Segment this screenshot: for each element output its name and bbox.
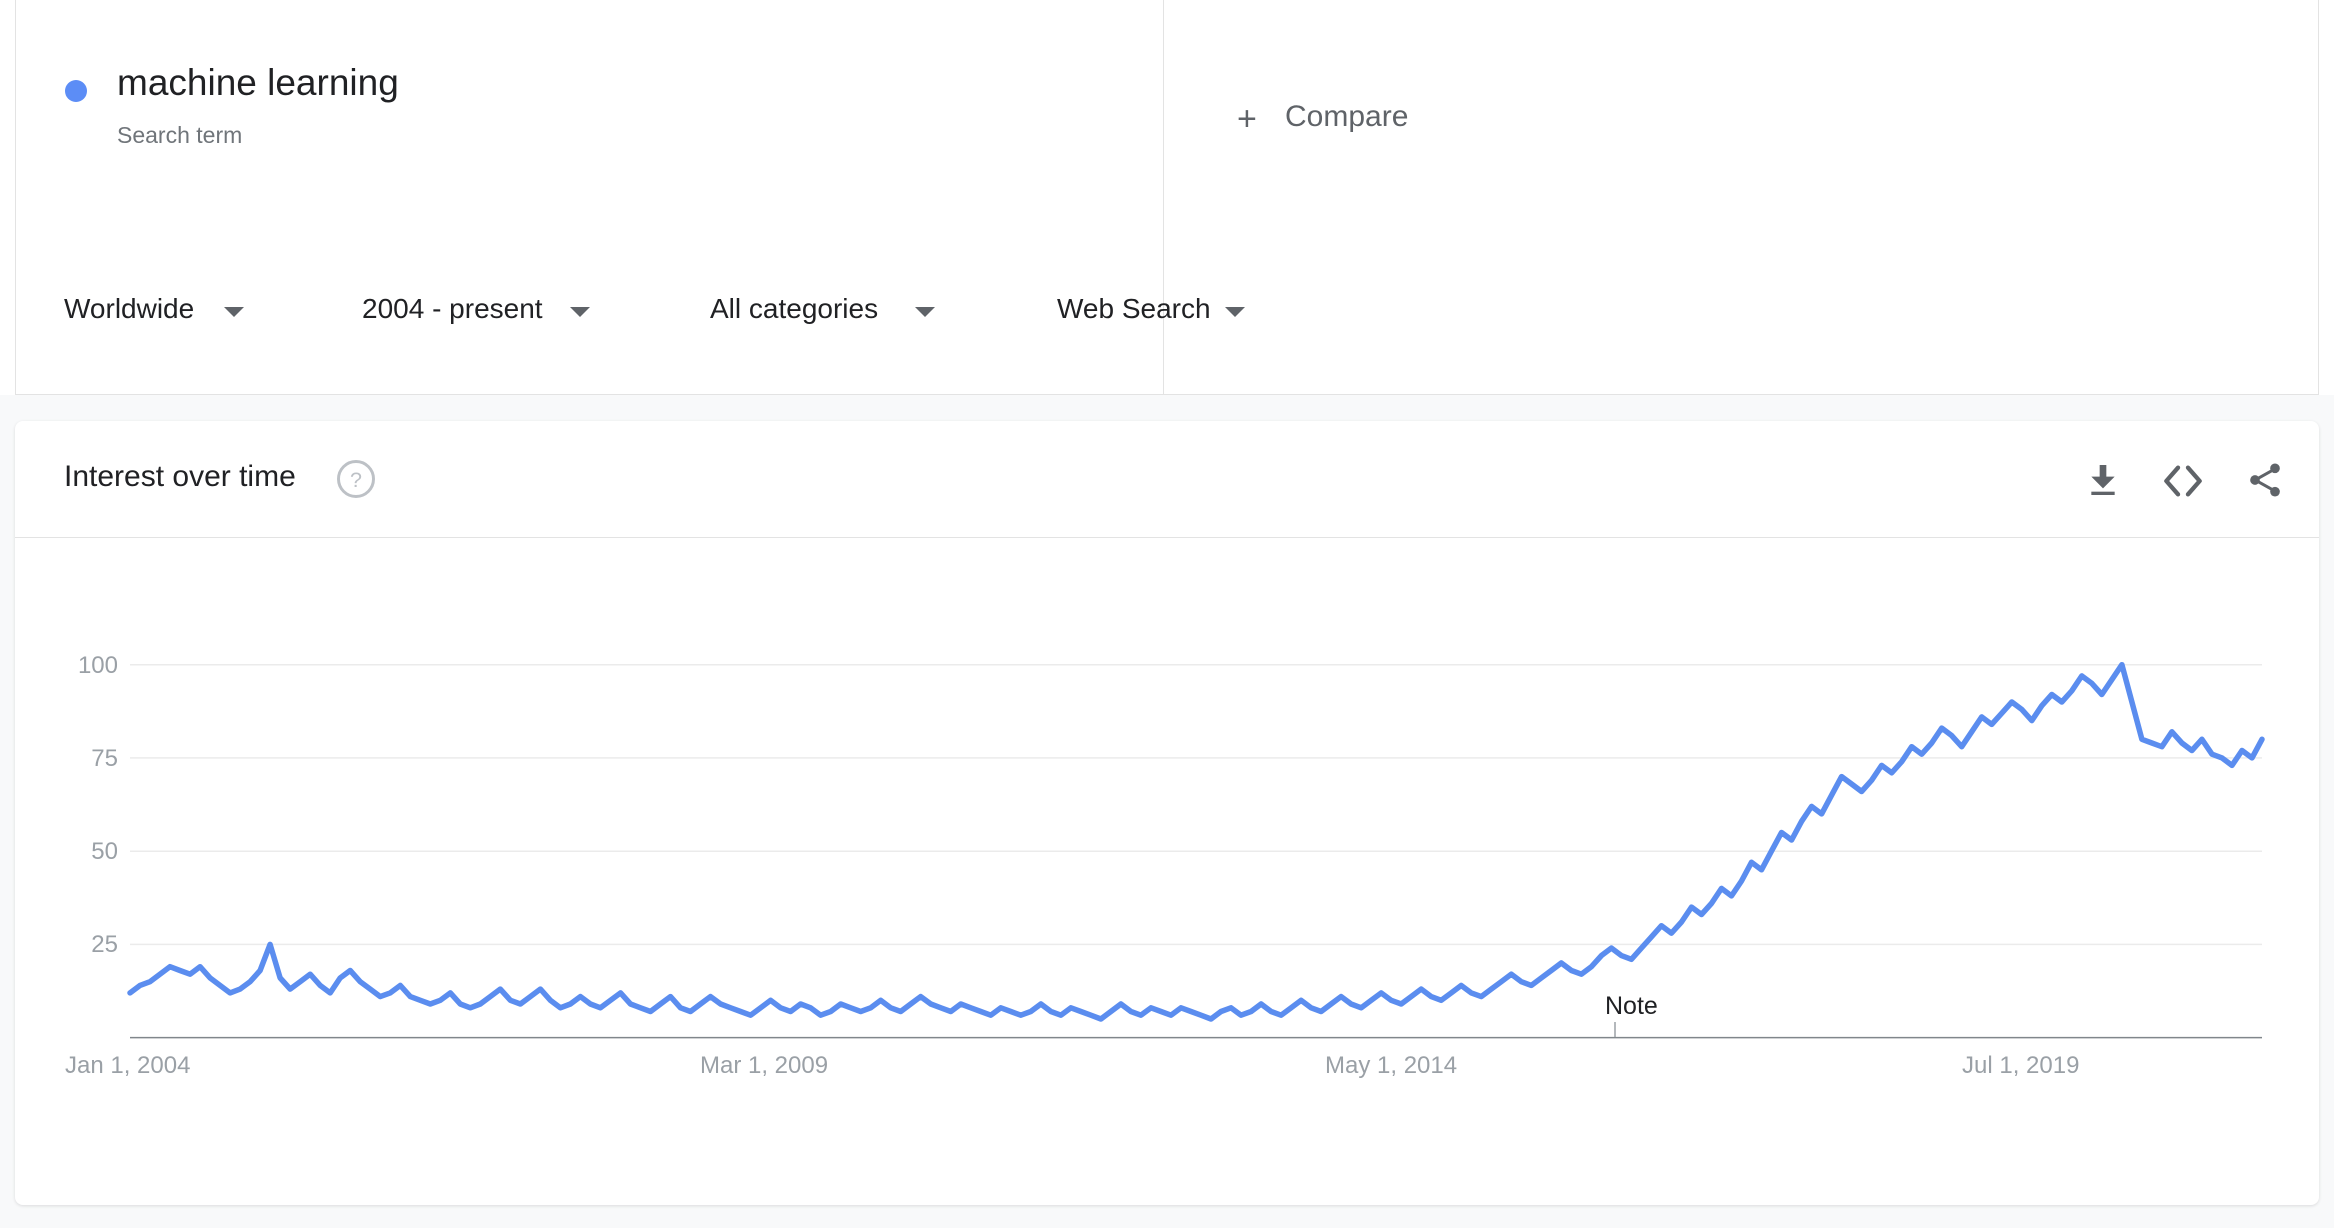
- svg-text:Mar 1, 2009: Mar 1, 2009: [700, 1052, 828, 1079]
- svg-text:Jan 1, 2004: Jan 1, 2004: [65, 1052, 190, 1079]
- svg-text:Jul 1, 2019: Jul 1, 2019: [1962, 1052, 2079, 1079]
- svg-text:Note: Note: [1605, 992, 1658, 1020]
- svg-text:May 1, 2014: May 1, 2014: [1325, 1052, 1457, 1079]
- svg-text:100: 100: [78, 652, 118, 679]
- svg-text:25: 25: [91, 931, 118, 958]
- svg-text:75: 75: [91, 745, 118, 772]
- svg-text:50: 50: [91, 838, 118, 865]
